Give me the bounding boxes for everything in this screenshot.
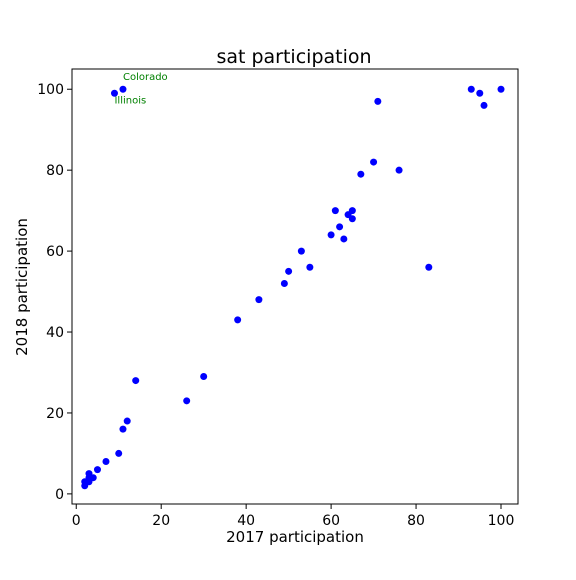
data-point [119, 85, 127, 93]
x-tick-label: 40 [237, 513, 255, 529]
data-point [425, 263, 433, 271]
y-tick-label: 20 [46, 406, 64, 422]
data-point [357, 170, 365, 178]
data-point [110, 89, 118, 97]
x-tick-label: 0 [72, 513, 81, 529]
data-point [336, 223, 344, 231]
data-point [395, 166, 403, 174]
chart-title: sat participation [216, 46, 371, 68]
data-point [234, 316, 242, 324]
data-point [123, 417, 131, 425]
annotation-label: Colorado [123, 72, 168, 83]
data-point [467, 85, 475, 93]
data-point [93, 466, 101, 474]
y-axis-label: 2018 participation [13, 218, 31, 356]
data-point [200, 373, 208, 381]
data-point [89, 474, 97, 482]
data-point [331, 207, 339, 215]
data-point [348, 207, 356, 215]
data-point [102, 458, 110, 466]
data-point [348, 215, 356, 223]
annotation-label: Illinois [114, 95, 146, 106]
data-point [370, 158, 378, 166]
data-point [340, 235, 348, 243]
data-point [327, 231, 335, 239]
data-point [476, 89, 484, 97]
x-tick-label: 80 [407, 513, 425, 529]
data-point [115, 449, 123, 457]
x-tick-label: 60 [322, 513, 340, 529]
data-point [285, 267, 293, 275]
x-axis: 0 20 40 60 80 100 [72, 504, 515, 529]
y-tick-label: 40 [46, 325, 64, 341]
y-axis: 0 20 40 60 80 100 [37, 82, 72, 503]
data-point [119, 425, 127, 433]
data-points [81, 85, 505, 490]
data-point [280, 279, 288, 287]
data-point [480, 101, 488, 109]
y-tick-label: 80 [46, 163, 64, 179]
plot-frame [71, 68, 519, 505]
y-tick-label: 60 [46, 244, 64, 260]
x-tick-label: 100 [488, 513, 515, 529]
data-point [255, 296, 263, 304]
y-tick-label: 0 [55, 487, 64, 503]
annotations: Colorado Illinois [114, 72, 167, 106]
data-point [306, 263, 314, 271]
data-point [132, 377, 140, 385]
data-point [297, 247, 305, 255]
data-point [497, 85, 505, 93]
data-point [183, 397, 191, 405]
y-tick-label: 100 [37, 82, 64, 98]
x-axis-label: 2017 participation [226, 528, 364, 546]
x-tick-label: 20 [152, 513, 170, 529]
data-point [374, 97, 382, 105]
